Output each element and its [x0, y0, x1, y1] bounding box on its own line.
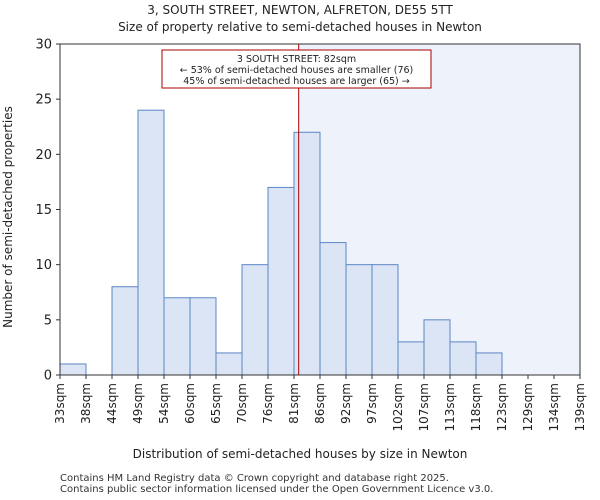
bar-97sqm — [371, 264, 399, 376]
bar-76sqm — [267, 186, 295, 376]
y-tick-label: 0 — [44, 369, 52, 384]
x-tick-label: 81sqm — [287, 383, 301, 424]
x-tick-label: 92sqm — [339, 383, 353, 424]
y-tick-label: 30 — [35, 38, 52, 53]
x-tick-label: 118sqm — [469, 383, 483, 431]
annotation-box — [161, 49, 432, 89]
chart-subtitle: Size of property relative to semi-detach… — [118, 20, 482, 34]
x-tick-label: 102sqm — [391, 383, 405, 431]
footer: Contains HM Land Registry data © Crown c… — [60, 473, 493, 495]
x-tick-label: 76sqm — [261, 383, 275, 424]
y-tick-label: 20 — [35, 148, 52, 163]
bar-33sqm — [59, 363, 87, 376]
y-tick-label: 15 — [35, 203, 52, 218]
bar-102sqm — [397, 341, 425, 376]
x-tick-label: 139sqm — [573, 383, 587, 431]
bar-49sqm — [137, 109, 165, 376]
x-tick-label: 60sqm — [183, 383, 197, 424]
y-axis-label: Number of semi-detached properties — [1, 106, 15, 328]
bar-60sqm — [189, 297, 217, 376]
x-tick-label: 86sqm — [313, 383, 327, 424]
annotation-line-2: ← 53% of semi-detached houses are smalle… — [180, 65, 414, 76]
bar-107sqm — [423, 319, 451, 376]
bar-44sqm — [111, 286, 139, 376]
x-tick-label: 38sqm — [79, 383, 93, 424]
chart-title: 3, SOUTH STREET, NEWTON, ALFRETON, DE55 … — [147, 3, 453, 17]
footer-line-2: Contains public sector information licen… — [60, 484, 494, 495]
annotation-line-3: 45% of semi-detached houses are larger (… — [183, 76, 410, 87]
x-tick-label: 70sqm — [235, 383, 249, 424]
x-tick-label: 54sqm — [157, 383, 171, 424]
bar-113sqm — [449, 341, 477, 376]
x-tick-label: 113sqm — [443, 383, 457, 431]
bar-118sqm — [475, 352, 503, 376]
x-tick-label: 134sqm — [547, 383, 561, 431]
y-tick-label: 25 — [35, 93, 52, 108]
x-tick-label: 107sqm — [417, 383, 431, 431]
bar-92sqm — [345, 264, 373, 376]
x-tick-label: 97sqm — [365, 383, 379, 424]
bar-81sqm — [293, 131, 321, 376]
y-tick-label: 5 — [44, 313, 52, 328]
x-tick-label: 49sqm — [131, 383, 145, 424]
x-tick-label: 123sqm — [495, 383, 509, 431]
bar-54sqm — [163, 297, 191, 376]
y-tick-label: 10 — [35, 258, 52, 273]
bar-65sqm — [215, 352, 243, 376]
bar-70sqm — [241, 264, 269, 376]
x-tick-label: 33sqm — [53, 383, 67, 424]
x-tick-label: 44sqm — [105, 383, 119, 424]
x-axis-label: Distribution of semi-detached houses by … — [133, 447, 468, 461]
bar-86sqm — [319, 242, 347, 376]
annotation-line-1: 3 SOUTH STREET: 82sqm — [237, 54, 356, 65]
footer-line-1: Contains HM Land Registry data © Crown c… — [60, 473, 449, 484]
x-tick-label: 129sqm — [521, 383, 535, 431]
x-tick-label: 65sqm — [209, 383, 223, 424]
